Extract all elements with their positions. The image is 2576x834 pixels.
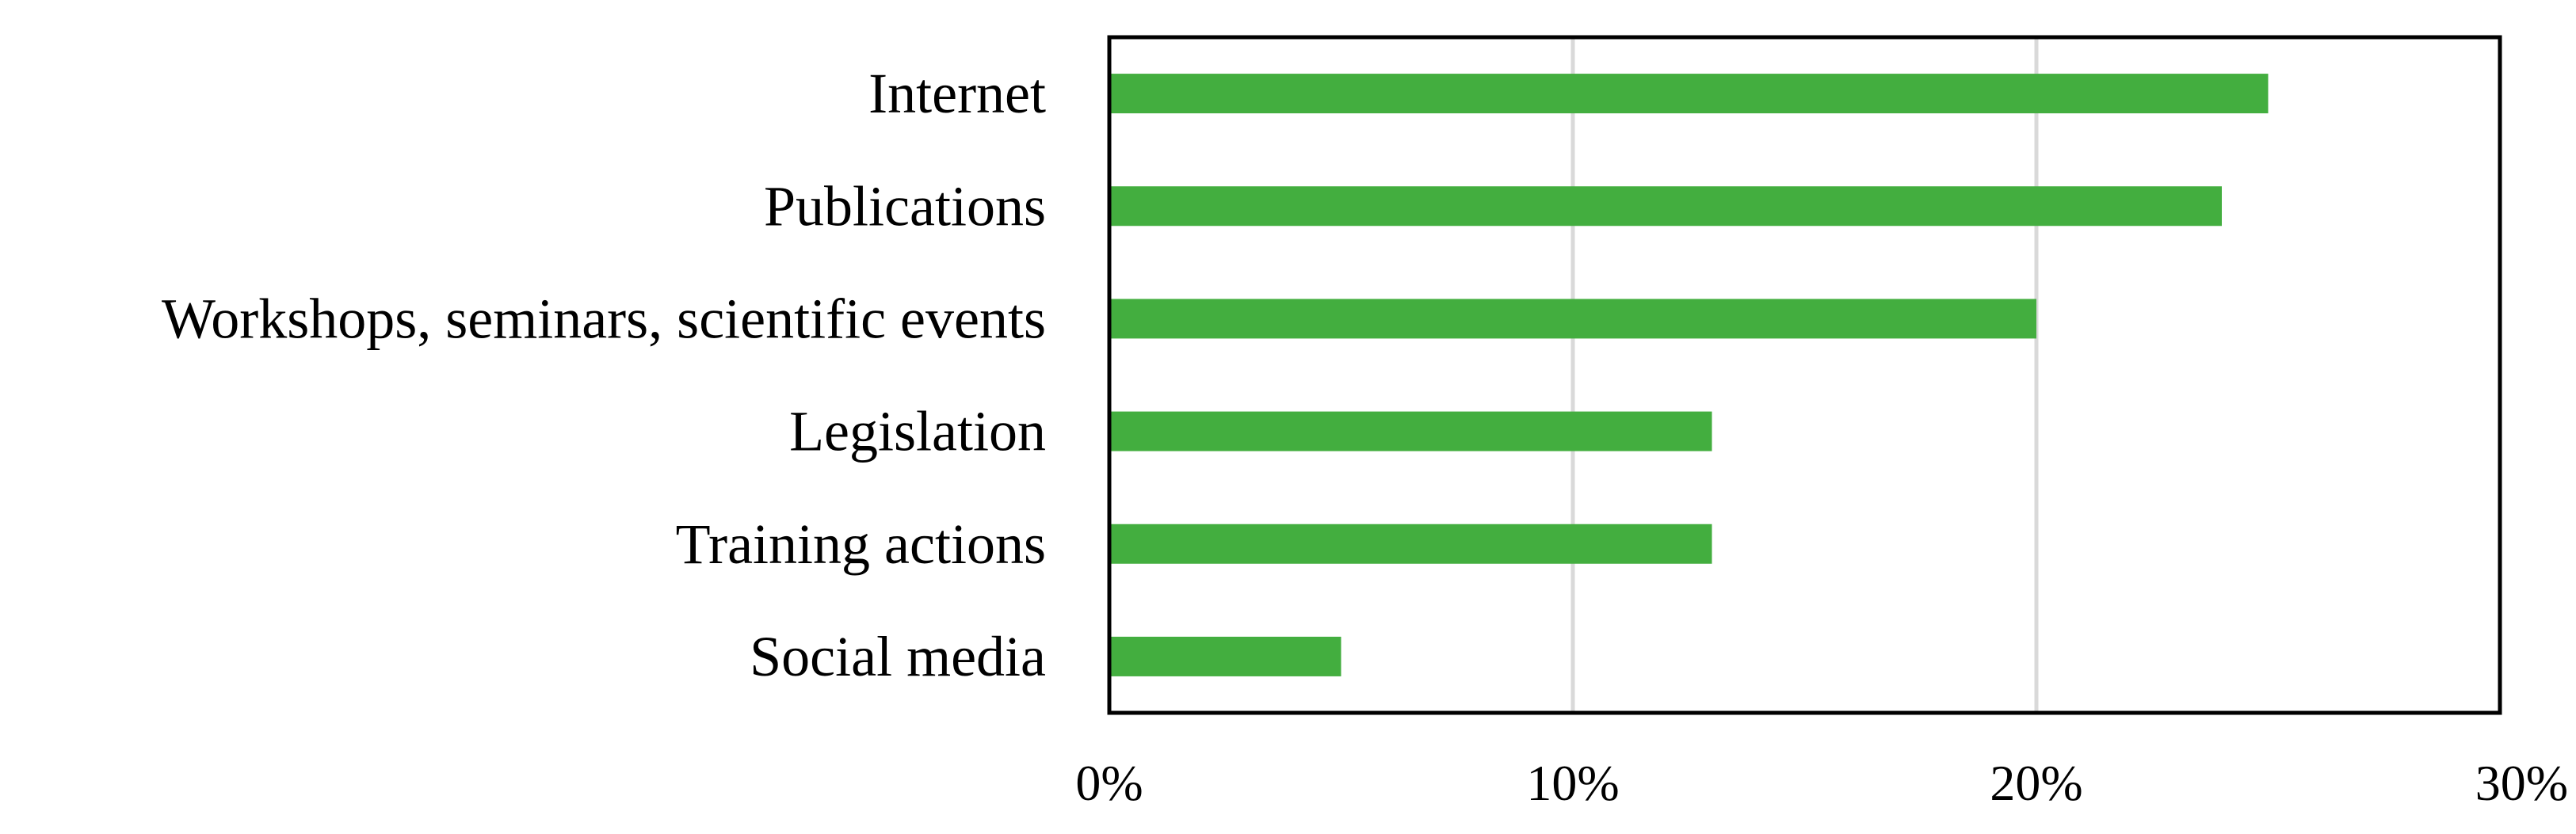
x-tick-label: 0% (1075, 755, 1143, 811)
gridlines (1570, 37, 2039, 713)
bar (1109, 74, 2269, 114)
bars (1109, 74, 2269, 676)
bar (1109, 636, 1341, 676)
x-tick-label: 30% (2475, 755, 2568, 811)
category-labels: Internet Publications Workshops, seminars,… (162, 62, 1046, 688)
bar (1109, 299, 2036, 339)
x-tick-label: 20% (1990, 755, 2082, 811)
bar (1109, 186, 2222, 227)
category-label: Training actions (676, 512, 1046, 576)
bar (1109, 411, 1712, 451)
x-tick-labels: 0% 10% 20% 30% (1075, 755, 2568, 811)
category-label: Social media (750, 625, 1046, 688)
category-label: Legislation (789, 400, 1046, 463)
plot-frame (1107, 35, 2502, 715)
category-label: Publications (764, 174, 1046, 238)
bar (1109, 524, 1712, 564)
x-tick-label: 10% (1526, 755, 1619, 811)
category-label: Workshops, seminars, scientific events (162, 287, 1046, 350)
category-label: Internet (868, 62, 1046, 125)
